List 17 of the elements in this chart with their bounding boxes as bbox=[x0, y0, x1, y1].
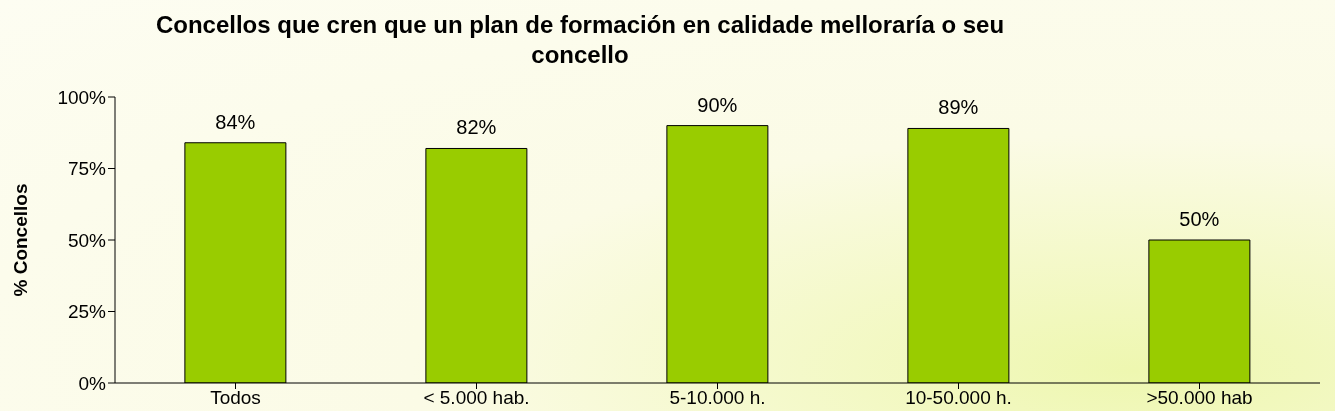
chart-title: Concellos que cren que un plan de formación en calidade melloraría o seu concello bbox=[154, 10, 1006, 70]
y-tick-label: 25% bbox=[67, 301, 107, 323]
x-tick-label: >50.000 hab bbox=[1146, 387, 1253, 409]
x-tick-label: 5-10.000 h. bbox=[669, 387, 766, 409]
y-tick-label: 75% bbox=[67, 158, 107, 180]
x-tick-label: Todos bbox=[210, 387, 261, 409]
y-tick-label: 50% bbox=[67, 229, 107, 251]
y-tick-label: 0% bbox=[78, 372, 107, 394]
data-label: 50% bbox=[1179, 208, 1220, 230]
data-label: 89% bbox=[938, 96, 979, 119]
data-label: 90% bbox=[697, 93, 738, 116]
data-label: 82% bbox=[456, 116, 497, 139]
x-tick-label: 10-50.000 h. bbox=[905, 387, 1012, 409]
x-tick-label: < 5.000 hab. bbox=[423, 387, 530, 409]
data-label: 84% bbox=[215, 110, 256, 133]
y-tick-label: 100% bbox=[57, 86, 107, 108]
y-axis-title: % Concellos bbox=[9, 183, 31, 297]
